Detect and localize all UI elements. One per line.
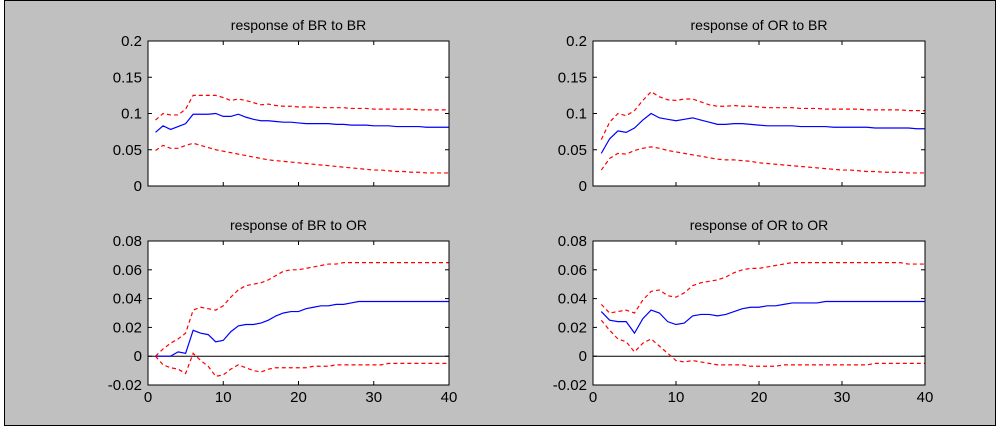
lower-band-line <box>600 319 925 367</box>
y-tick-label: 0.06 <box>113 262 142 279</box>
subplot-2: 0 0.05 0.1 0.15 0.2 response of OR to BR <box>558 17 926 195</box>
subplot-title: response of BR to BR <box>231 17 366 33</box>
upper-band-line <box>600 90 925 140</box>
upper-band-line <box>600 262 925 314</box>
y-tick-label: 0.2 <box>566 33 587 50</box>
y-tick-label: -0.02 <box>553 377 587 394</box>
x-tick-label: 0 <box>589 389 597 406</box>
y-tick-label: 0.04 <box>558 291 587 308</box>
y-tick-label: 0 <box>579 348 587 365</box>
y-tick-label: 0.1 <box>121 106 142 123</box>
lower-band-line <box>155 352 449 378</box>
y-tick-label: 0.05 <box>113 142 142 159</box>
x-tick-label: 10 <box>215 389 232 406</box>
x-tick-label: 0 <box>144 389 152 406</box>
y-tick-label: 0.1 <box>566 106 587 123</box>
response-line <box>600 112 925 154</box>
y-tick-label: 0.15 <box>558 69 587 86</box>
y-tick-label: 0 <box>579 178 587 195</box>
lower-band-line <box>155 142 449 174</box>
x-tick-label: 10 <box>668 389 685 406</box>
y-tick-label: 0.2 <box>121 33 142 50</box>
response-line <box>155 300 449 357</box>
x-tick-label: 20 <box>290 389 307 406</box>
response-line <box>155 112 449 133</box>
y-tick-label: 0 <box>134 348 142 365</box>
subplot-title: response of OR to BR <box>691 17 828 33</box>
y-tick-label: 0.06 <box>558 262 587 279</box>
plot-area <box>148 241 449 385</box>
x-tick-label: 30 <box>834 389 851 406</box>
y-tick-label: 0.02 <box>113 319 142 336</box>
subplot-title: response of OR to OR <box>690 217 829 233</box>
impulse-response-figure: 0 0.05 0.1 0.15 0.2 response of BR to BR 0 0.05… <box>108 17 934 406</box>
figure-window: 0 0.05 0.1 0.15 0.2 response of BR to BR 0 0.05… <box>4 0 996 426</box>
y-tick-label: 0.05 <box>558 142 587 159</box>
upper-band-line <box>155 262 449 357</box>
y-tick-label: 0.15 <box>113 69 142 86</box>
plot-area <box>593 41 925 186</box>
x-tick-label: 40 <box>441 389 458 406</box>
y-tick-label: 0.08 <box>113 233 142 250</box>
response-line <box>600 300 925 335</box>
y-tick-label: 0 <box>134 178 142 195</box>
subplot-title: response of BR to OR <box>230 217 367 233</box>
y-tick-label: 0.04 <box>113 291 142 308</box>
subplot-1: 0 0.05 0.1 0.15 0.2 response of BR to BR <box>113 17 450 195</box>
y-tick-label: 0.08 <box>558 233 587 250</box>
x-tick-label: 20 <box>751 389 768 406</box>
x-tick-label: 40 <box>917 389 934 406</box>
upper-band-line <box>155 94 449 121</box>
lower-band-line <box>600 146 925 174</box>
plot-area <box>148 41 449 186</box>
y-tick-label: 0.02 <box>558 319 587 336</box>
y-tick-label: -0.02 <box>108 377 142 394</box>
x-tick-label: 30 <box>365 389 382 406</box>
